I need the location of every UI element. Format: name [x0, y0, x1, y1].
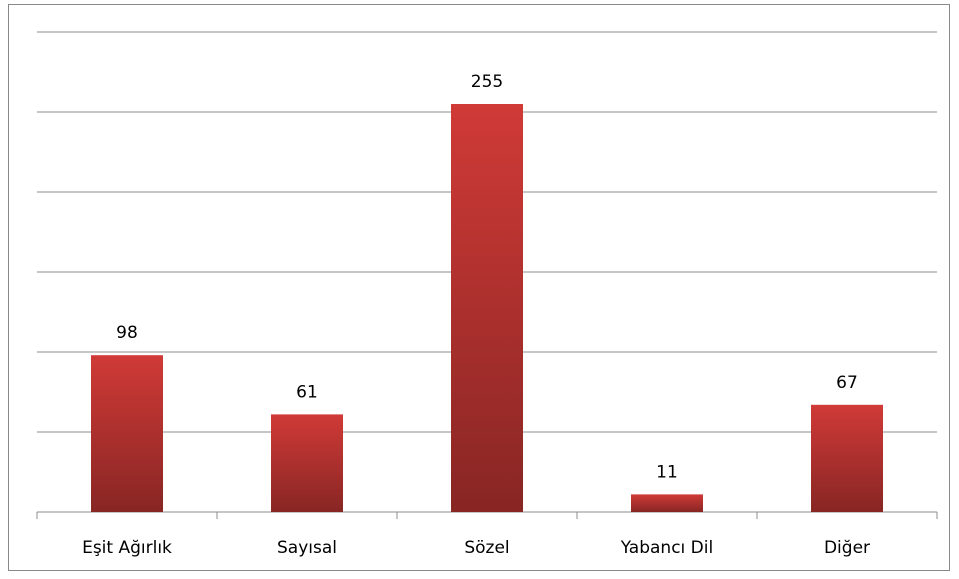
bar-shade — [271, 414, 343, 512]
data-label: 67 — [836, 373, 858, 393]
bar-shade — [451, 104, 523, 512]
bar-shade — [811, 404, 883, 512]
bar-shade — [91, 355, 163, 512]
x-tick-label: Sayısal — [277, 538, 337, 558]
x-tick-label: Diğer — [824, 538, 870, 558]
x-tick-label: Yabancı Dil — [620, 538, 713, 558]
data-label: 11 — [656, 462, 678, 482]
x-tick-label: Eşit Ağırlık — [82, 538, 172, 558]
x-tick-label: Sözel — [464, 538, 509, 558]
data-label: 255 — [471, 72, 503, 92]
bar-shade — [631, 494, 703, 512]
data-label: 61 — [296, 382, 318, 402]
data-label: 98 — [116, 323, 138, 343]
